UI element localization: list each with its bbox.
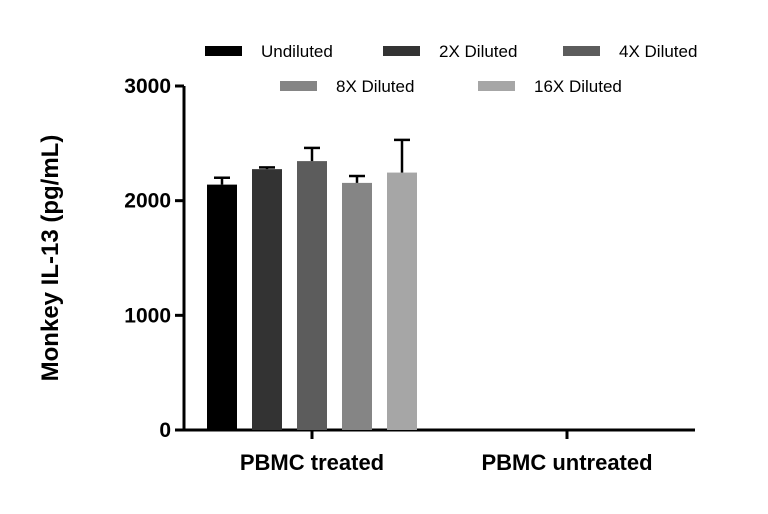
legend: Undiluted 2X Diluted 4X Diluted 8X Diluted 1… [205, 42, 697, 96]
legend-label: 4X Diluted [619, 42, 697, 61]
x-tick-label: PBMC treated [240, 450, 384, 475]
legend-swatch [563, 46, 600, 56]
y-tick-label: 1000 [124, 304, 171, 327]
bar [297, 161, 327, 430]
legend-swatch [478, 81, 515, 91]
legend-label: 8X Diluted [336, 77, 414, 96]
legend-label: Undiluted [261, 42, 333, 61]
y-axis: 0 1000 2000 3000 [124, 75, 186, 442]
y-tick-label: 3000 [124, 75, 171, 98]
x-tick-label: PBMC untreated [481, 450, 652, 475]
y-tick-label: 2000 [124, 190, 171, 213]
bar [207, 184, 237, 430]
legend-label: 16X Diluted [534, 77, 622, 96]
x-axis: PBMC treated PBMC untreated [183, 428, 695, 475]
bar [342, 182, 372, 430]
y-tick-label: 0 [159, 419, 171, 442]
y-axis-label: Monkey IL-13 (pg/mL) [37, 135, 64, 382]
legend-swatch [280, 81, 317, 91]
bar [387, 172, 417, 430]
legend-swatch [205, 46, 242, 56]
legend-swatch [383, 46, 420, 56]
legend-label: 2X Diluted [439, 42, 517, 61]
bar [252, 169, 282, 430]
bars [207, 138, 417, 430]
